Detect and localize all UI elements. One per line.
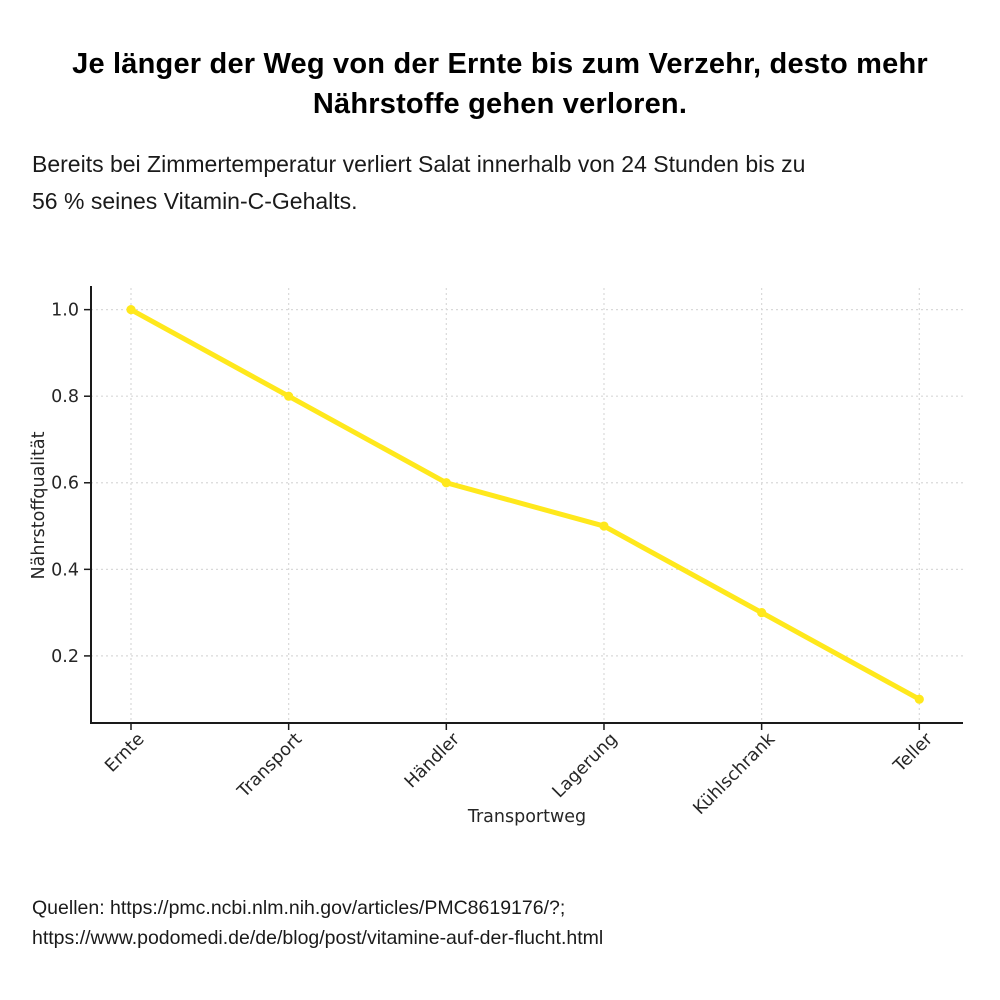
page-subtitle-line-2: 56 % seines Vitamin-C-Gehalts. (32, 187, 358, 214)
page-title-line-2: Nährstoffe gehen verloren. (312, 88, 688, 121)
x-tick-label: Teller (889, 729, 937, 777)
y-axis-title: Nährstoffqualität (29, 431, 49, 579)
page-title: Je länger der Weg von der Ernte bis zum … (0, 44, 1000, 124)
x-tick-label: Lagerung (549, 729, 622, 802)
x-axis-title: Transportweg (467, 807, 586, 827)
x-tick-label: Kühlschrank (690, 729, 780, 819)
sources-line-2: https://www.podomedi.de/de/blog/post/vit… (32, 927, 604, 950)
data-line (128, 307, 922, 702)
y-tick-label: 0.8 (51, 387, 79, 407)
line-chart: 0.2 0.4 0.6 0.8 1.0 Ernte Transport Händler Lage… (29, 286, 963, 827)
data-point (126, 305, 136, 315)
data-point (914, 694, 924, 704)
data-point (757, 608, 767, 618)
data-point (284, 391, 294, 401)
x-tick-label: Ernte (101, 729, 148, 776)
y-tick-label: 0.6 (51, 474, 79, 494)
page-title-line-1: Je länger der Weg von der Ernte bis zum … (72, 48, 928, 80)
data-point (599, 521, 609, 531)
x-tick-label: Transport (233, 729, 306, 802)
page-subtitle: Bereits bei Zimmertemperatur verliert Sa… (32, 146, 962, 220)
page-subtitle-line-1: Bereits bei Zimmertemperatur verliert Sa… (32, 151, 806, 177)
data-point (441, 478, 451, 488)
sources-line-1: Quellen: https://pmc.ncbi.nlm.nih.gov/ar… (32, 897, 566, 919)
y-tick-label: 0.4 (51, 560, 79, 580)
sources-footer: Quellen: https://pmc.ncbi.nlm.nih.gov/ar… (32, 893, 962, 953)
chart-area: 0.2 0.4 0.6 0.8 1.0 Ernte Transport Händler Lage… (0, 250, 1000, 890)
x-tick-label: Händler (401, 729, 464, 792)
y-tick-label: 1.0 (51, 301, 79, 321)
y-tick-label: 0.2 (51, 647, 79, 667)
